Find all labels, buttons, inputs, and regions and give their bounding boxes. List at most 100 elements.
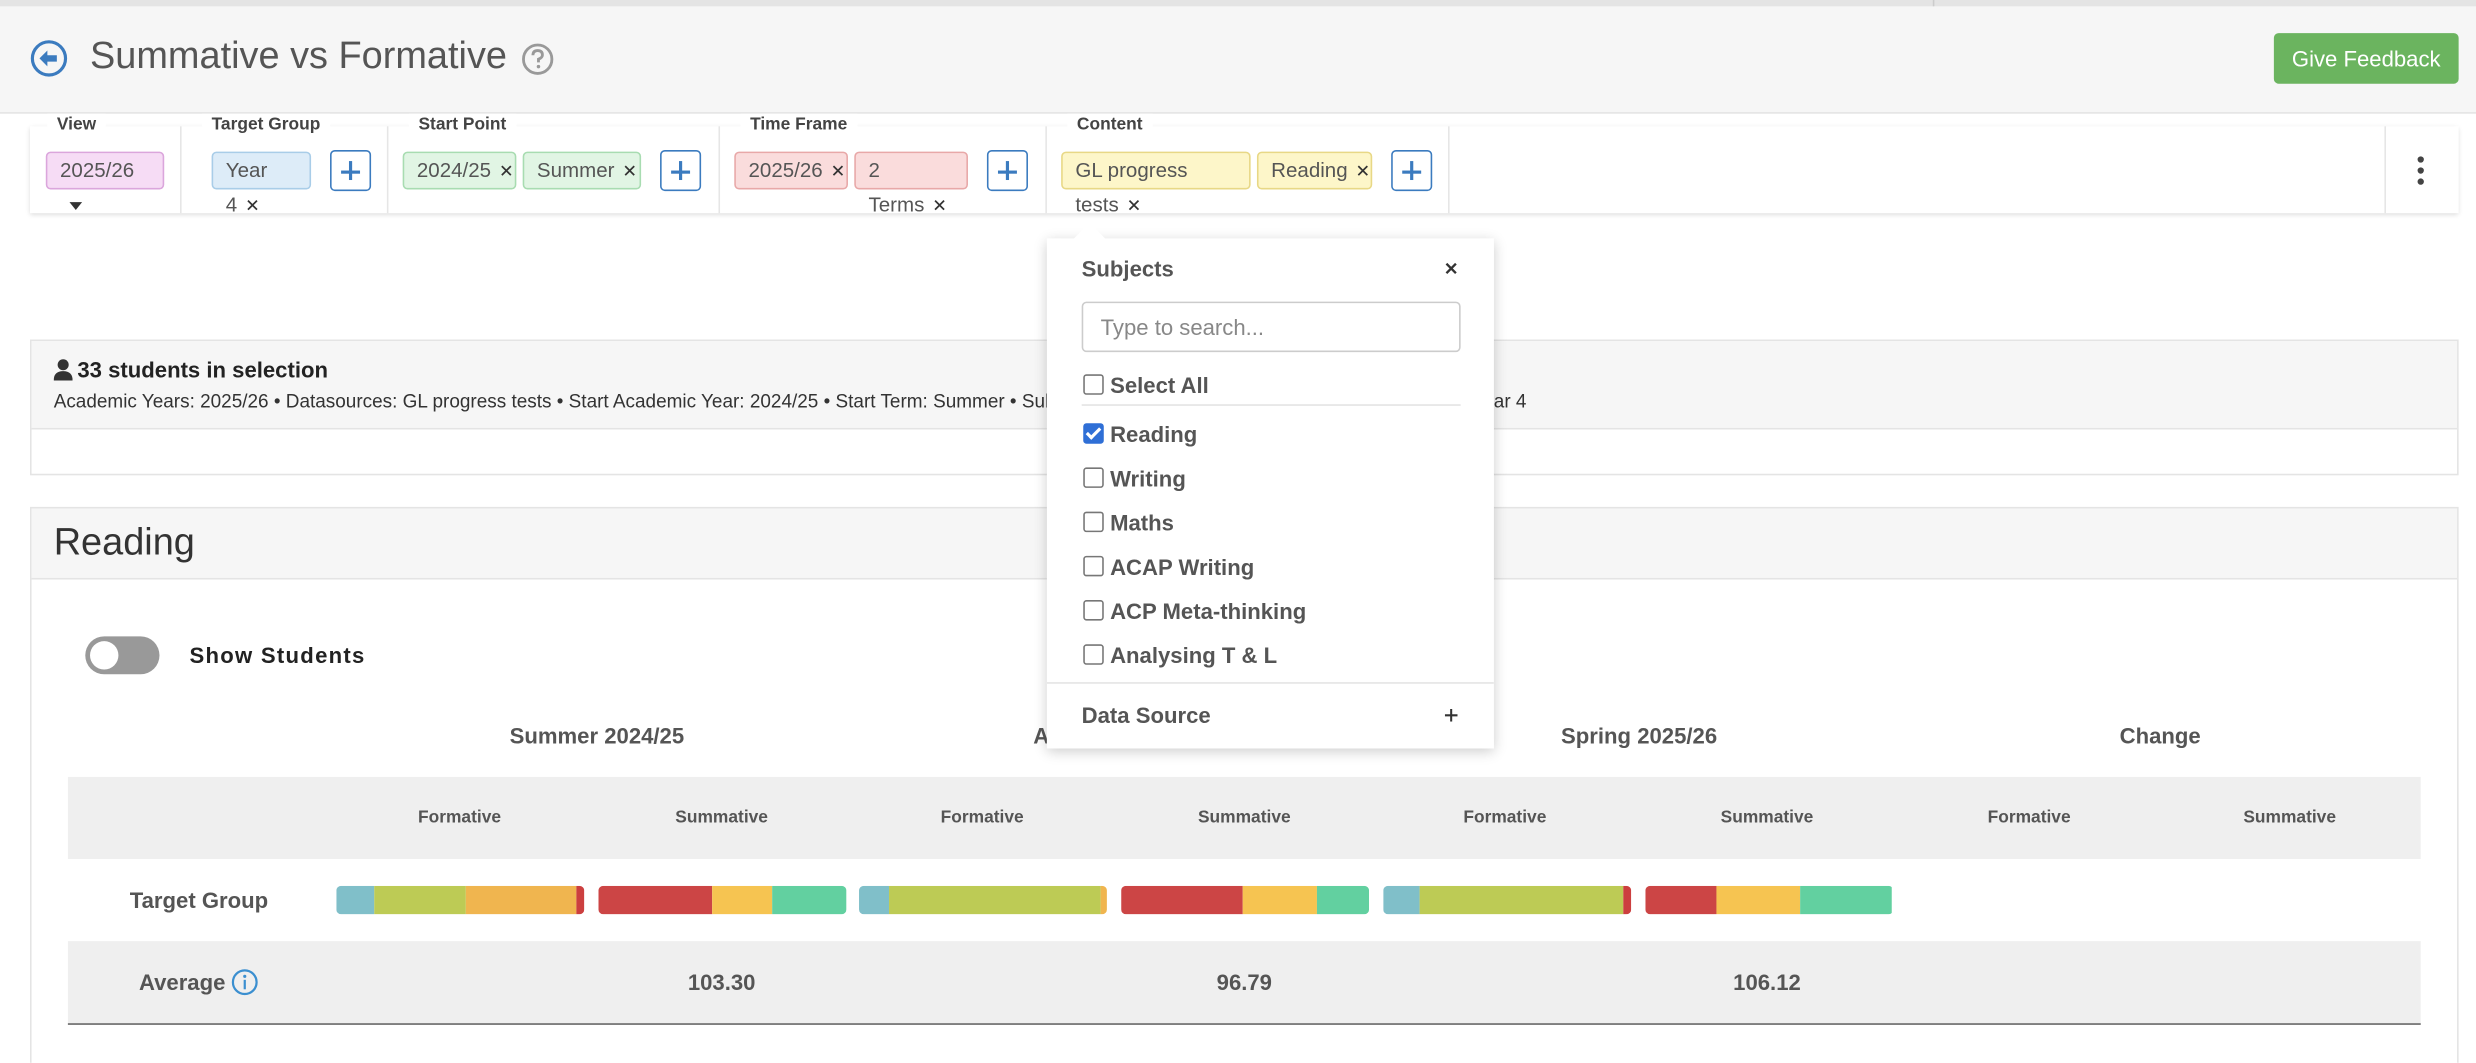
filter-chip[interactable]: Summer [522,151,642,190]
info-icon[interactable] [231,968,259,996]
checkbox[interactable] [1083,511,1104,533]
stacked-bar [597,885,846,915]
checkbox[interactable] [1083,467,1104,488]
expand-icon[interactable] [1444,709,1458,722]
summary-details: ar 4 [1493,390,1527,413]
remove-icon[interactable] [614,158,636,182]
filter-chip[interactable]: Reading [1256,151,1373,190]
bar-segment [1623,885,1631,915]
search-placeholder: Type to search... [1100,314,1265,340]
subject-list: Select All Reading Writing Maths ACAP Writin… [1047,238,1494,680]
subject-option[interactable]: Analysing T & L [1110,642,1278,668]
separator [2384,126,2386,214]
bar-segment [373,885,466,915]
divider [1081,404,1461,406]
bar-segment [1800,885,1893,915]
filter-chip[interactable]: GL progress tests [1061,151,1251,216]
subjects-dropdown: Subjects Type to search... Data Source [1046,222,1494,749]
header-bar [0,0,2476,114]
remove-icon[interactable] [1348,158,1370,182]
filter-chip[interactable]: 2025/26 [734,151,848,190]
bar-segment [1420,885,1624,915]
bar-segment [712,885,772,915]
checkbox[interactable] [1083,555,1104,577]
chip-text: Summer [536,157,615,182]
subject-option[interactable]: Writing [1110,465,1186,492]
close-button[interactable] [1445,262,1458,275]
remove-icon[interactable] [823,158,845,182]
column-header: Summative [1197,808,1291,828]
back-button[interactable] [30,39,68,77]
chip-text: Reading [1271,157,1348,182]
checkbox[interactable] [1083,374,1104,395]
bar-segment [1716,885,1801,915]
bar-segment [597,885,713,915]
chip-text: 2025/26 [60,157,135,182]
data-source-label[interactable]: Data Source [1081,702,1211,728]
column-header: Summative [1720,808,1814,828]
bar-segment [889,885,1101,915]
divider [1046,682,1494,684]
bar-segment [771,885,846,915]
add-button[interactable] [986,150,1028,192]
more-menu[interactable] [2414,155,2427,187]
bar-segment [1644,885,1717,915]
filter-label: View [47,113,106,136]
select-all[interactable]: Select All [1110,372,1209,398]
column-header: Summative [675,808,768,828]
subject-option[interactable]: ACAP Writing [1110,554,1255,580]
remove-icon[interactable] [491,158,513,182]
remove-icon[interactable] [924,193,946,217]
add-button[interactable] [660,150,702,192]
filter-label: Start Point [408,113,516,136]
remove-icon[interactable] [237,193,259,217]
filter-label: Content [1067,113,1153,136]
divider [1932,0,1935,7]
chip-text: Year 4 [225,157,268,217]
average-value: 96.79 [1216,969,1272,995]
average-value: 103.30 [687,969,756,995]
chip-text: 2024/25 [416,157,492,182]
subject-option[interactable]: Maths [1110,510,1174,536]
panel-title: Reading [53,521,195,564]
chip-text: 2 Terms [868,157,925,217]
filter-chip[interactable]: 2025/26 [45,151,165,211]
filter-label: Target Group [202,113,330,136]
subject-option[interactable]: ACP Meta-thinking [1110,598,1307,624]
period-header: Summer 2024/25 [509,723,685,749]
toggle[interactable] [85,636,160,675]
row-label: Average [138,969,226,995]
help-icon[interactable] [521,43,554,76]
filter-chip[interactable]: Year 4 [211,151,312,216]
checkbox[interactable] [1083,423,1104,444]
caret [69,202,83,211]
column-header: Formative [940,808,1024,828]
filter-chip[interactable]: 2024/25 [402,151,517,190]
average-value: 106.12 [1733,969,1801,995]
bar-segment [1100,885,1108,915]
chip-text: GL progress tests [1075,157,1188,217]
filter-chip[interactable]: 2 Terms [854,151,968,216]
add-button[interactable] [330,150,372,192]
period-header: Change [2119,723,2201,749]
checkbox[interactable] [1083,600,1104,621]
remove-icon[interactable] [1119,193,1141,217]
bar-segment [1317,885,1370,915]
subject-option[interactable]: Reading [1110,421,1198,447]
bar-segment [859,885,890,915]
stacked-bar [1121,885,1370,915]
bar-segment [336,885,374,915]
column-header: Formative [417,808,502,828]
add-button[interactable] [1391,150,1433,192]
checkbox[interactable] [1083,644,1104,665]
stacked-bar [859,885,1108,915]
give-feedback-button[interactable]: Give Feedback [2273,33,2459,84]
search-input[interactable] [1081,301,1461,353]
column-header: Summative [2243,808,2337,828]
average-row [67,941,2421,1025]
dropdown-title: Subjects [1081,255,1174,282]
toggle-label: Show Students [189,642,366,668]
column-header: Formative [1987,808,2071,828]
